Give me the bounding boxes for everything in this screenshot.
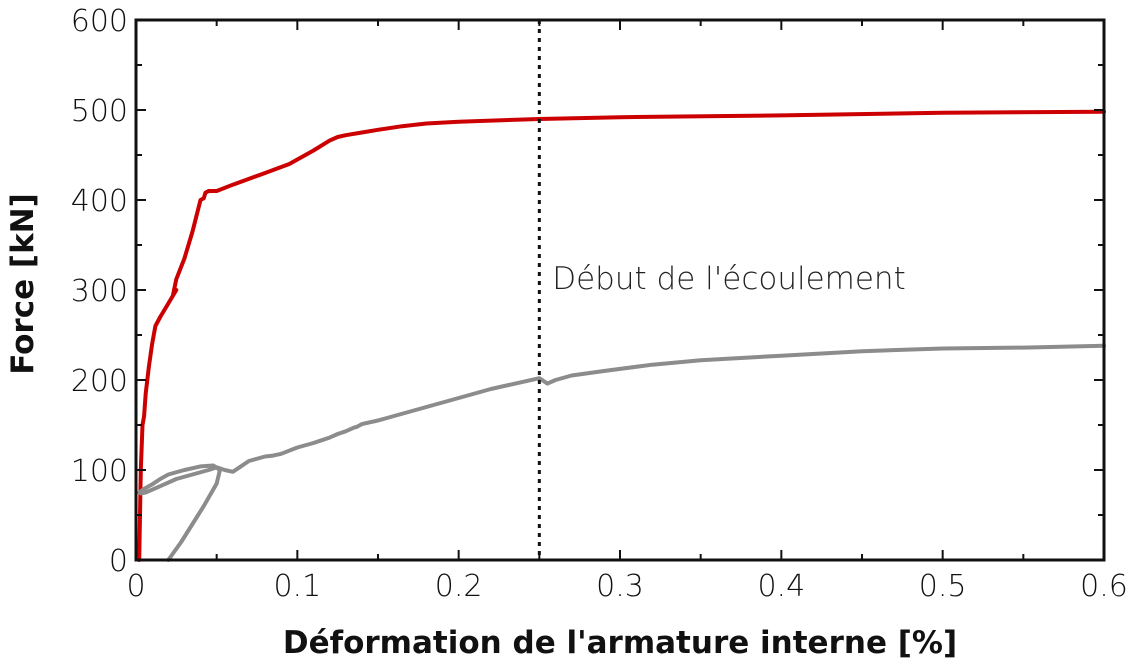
yield-start-annotation: Début de l'écoulement [552,261,906,297]
y-tick-label: 200 [71,364,128,399]
x-tick-label: 0.5 [919,569,967,604]
x-tick-label: 0.3 [596,569,644,604]
x-tick-label: 0.4 [757,569,805,604]
series-line-1 [137,109,1106,562]
x-tick-label: 0.1 [273,569,321,604]
y-tick-label: 100 [71,454,128,489]
ticks-layer: 0 0.1 0.2 0.3 0.4 0.5 0.6 0 100 200 300 400 500 600 [71,4,1128,604]
y-tick-label: 0 [109,544,128,579]
y-tick-label: 500 [71,94,128,129]
y-axis-title: Force [kN] [5,193,41,375]
x-tick-label: 0.2 [435,569,483,604]
y-tick-label: 600 [71,4,128,39]
x-axis-title: Déformation de l'armature interne [%] [283,625,957,661]
series-line-2 [137,343,1106,562]
x-tick-label: 0.6 [1080,569,1128,604]
y-tick-label: 400 [71,184,128,219]
x-tick-label: 0 [126,569,145,604]
y-tick-label: 300 [71,274,128,309]
series-layer [137,109,1106,562]
